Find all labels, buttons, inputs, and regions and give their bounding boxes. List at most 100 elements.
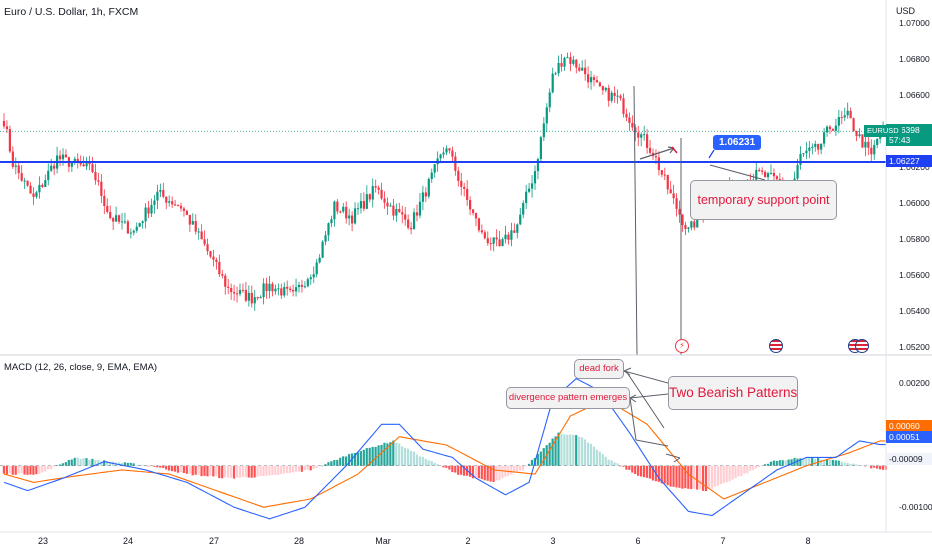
histogram-bar xyxy=(716,465,719,486)
candle xyxy=(669,181,672,194)
histogram-bar xyxy=(814,458,817,466)
candle-body xyxy=(846,110,849,116)
histogram-bar xyxy=(454,465,457,473)
histogram-bar xyxy=(852,463,855,466)
histogram-bar xyxy=(315,465,318,469)
histogram-bar xyxy=(97,460,100,466)
candle-body xyxy=(200,231,203,240)
candle-body xyxy=(262,283,265,298)
histogram-bar xyxy=(746,465,749,474)
histogram-bar xyxy=(73,457,76,466)
candle xyxy=(221,270,224,279)
histogram-bar xyxy=(288,465,292,473)
candle-body xyxy=(681,214,684,226)
histogram-bar xyxy=(740,465,743,477)
histogram-bar xyxy=(539,451,542,466)
candle xyxy=(572,55,575,66)
histogram-bar xyxy=(297,465,300,472)
candle-body xyxy=(17,165,20,174)
candle-body xyxy=(637,132,640,138)
candle-body xyxy=(162,190,165,197)
candle xyxy=(442,147,445,159)
candle xyxy=(106,198,109,214)
candle-body xyxy=(501,239,504,247)
histogram-bar xyxy=(85,458,88,466)
candle-body xyxy=(592,77,596,81)
candle xyxy=(56,146,59,174)
histogram-bar xyxy=(58,464,62,466)
dead-fork-pointer xyxy=(623,370,669,384)
candle-body xyxy=(560,62,563,67)
candle xyxy=(286,280,289,296)
histogram-bar xyxy=(306,465,309,470)
histogram-bar xyxy=(188,465,191,474)
signal-tag: 0.00060 xyxy=(886,420,932,432)
price-tick-label: 1.05200 xyxy=(899,341,930,352)
histogram-bar xyxy=(710,465,713,489)
candle xyxy=(365,185,368,210)
candle xyxy=(91,156,94,173)
support-callout[interactable]: 1.06231 xyxy=(713,135,762,150)
candle xyxy=(209,250,212,259)
histogram-bar xyxy=(312,465,315,469)
candle-body xyxy=(230,287,233,293)
candle-body xyxy=(26,180,29,186)
symbol-label: EURUSD xyxy=(864,125,902,137)
histogram-bar xyxy=(616,463,619,466)
histogram-bar xyxy=(672,465,675,487)
candle xyxy=(480,224,483,235)
candle xyxy=(14,157,17,175)
us-flag-event-icon[interactable] xyxy=(855,339,869,353)
divergence-box[interactable]: divergence pattern emerges xyxy=(506,387,630,409)
candle-body xyxy=(333,201,336,220)
candle-body xyxy=(356,208,360,210)
candle-body xyxy=(530,183,534,189)
candle-body xyxy=(61,154,65,160)
histogram-bar xyxy=(480,465,483,480)
histogram-bar xyxy=(471,465,475,479)
histogram-bar xyxy=(368,447,371,466)
histogram-bar xyxy=(353,452,357,466)
macd-title[interactable]: MACD (12, 26, close, 9, EMA, EMA) xyxy=(4,362,158,373)
histogram-bar xyxy=(693,465,696,489)
candle xyxy=(463,182,466,197)
candle xyxy=(224,273,227,295)
histogram-bar xyxy=(359,451,362,466)
candle-body xyxy=(141,221,144,224)
support-note-box[interactable]: temporary support point xyxy=(690,180,837,220)
candle-body xyxy=(215,259,218,262)
histogram-bar xyxy=(707,465,711,489)
bearish-box[interactable]: Two Bearish Patterns xyxy=(668,376,798,410)
candle xyxy=(584,59,587,81)
candle-body xyxy=(218,261,221,275)
candle-body xyxy=(377,187,380,190)
candle xyxy=(828,125,832,134)
candle-body xyxy=(318,257,321,263)
time-tick-label: Mar xyxy=(375,536,391,546)
histogram-bar xyxy=(356,452,359,466)
histogram-bar xyxy=(324,464,327,466)
candle-body xyxy=(132,230,135,233)
macd-tick-label: 0.00200 xyxy=(899,377,930,388)
flash-event-icon[interactable]: ⚡ xyxy=(675,339,689,353)
candle xyxy=(412,208,416,230)
trend-arrow xyxy=(639,147,675,160)
candle xyxy=(460,172,463,196)
countdown-value: 57:43 xyxy=(889,135,911,145)
histogram-bar xyxy=(477,465,480,479)
price-tick-label: 1.05400 xyxy=(899,305,930,316)
histogram-bar xyxy=(828,460,831,466)
dead-fork-box[interactable]: dead fork xyxy=(574,359,624,379)
candle-body xyxy=(858,134,861,136)
candle xyxy=(805,142,808,160)
candle xyxy=(371,178,374,208)
candle xyxy=(867,133,870,156)
histogram-bar xyxy=(268,465,271,476)
histogram-bar xyxy=(622,465,625,467)
histogram-bar xyxy=(516,465,519,473)
histogram-bar xyxy=(265,465,268,476)
candle-body xyxy=(144,207,147,222)
us-flag-event-icon[interactable] xyxy=(769,339,783,353)
candle-body xyxy=(41,184,44,187)
